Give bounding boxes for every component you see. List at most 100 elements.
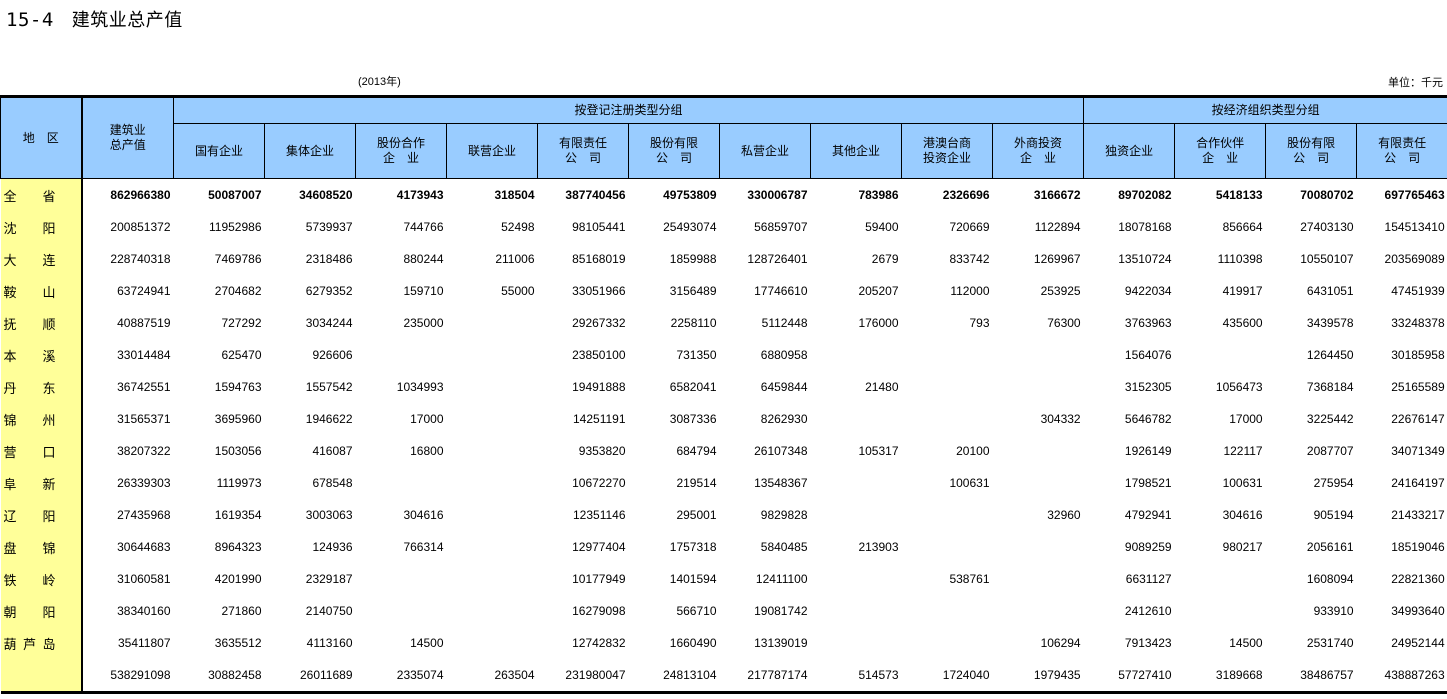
region-cell: 本溪 (0, 339, 83, 371)
region-char: 省 (42, 188, 56, 204)
header-line: 企 业 (1202, 151, 1239, 165)
value-cell (447, 595, 538, 627)
value-cell (447, 467, 538, 499)
region-char: 葫 (3, 636, 17, 652)
value-cell: 10177949 (572, 572, 626, 586)
header-group-organization: 按经济组织类型分组 (1083, 96, 1447, 124)
value-cell: 980217 (1222, 540, 1263, 554)
table-row: 阜新 26339303 1119973 678548 10672270 219514 135… (0, 467, 1447, 499)
value-cell (356, 467, 447, 499)
value-cell (993, 371, 1084, 403)
value-cell: 330006787 (747, 188, 808, 202)
region-char: 阳 (42, 508, 56, 524)
value-cell: 1119973 (216, 476, 262, 490)
value-cell: 5418133 (1215, 188, 1263, 202)
value-cell: 159710 (403, 284, 444, 298)
region-char: 州 (42, 412, 56, 428)
value-cell (356, 563, 447, 595)
region-char: 阳 (42, 220, 56, 236)
value-cell: 1724040 (901, 659, 993, 694)
value-cell: 17000 (410, 412, 444, 426)
region-char: 铁 (3, 572, 17, 588)
value-cell: 7913423 (1124, 636, 1172, 650)
value-cell: 5840485 (760, 540, 808, 554)
value-cell: 40887519 (117, 316, 171, 330)
table-row: 538291098 30882458 26011689 2335074 263504 23… (0, 659, 1447, 694)
value-cell (447, 531, 538, 563)
value-cell: 26107348 (754, 444, 808, 458)
value-cell: 2326696 (942, 188, 990, 202)
value-cell: 20100 (956, 444, 990, 458)
value-cell: 1757318 (669, 540, 717, 554)
region-char: 朝 (3, 604, 17, 620)
table-row: 铁岭 31060581 4201990 2329187 10177949 1401594 1… (0, 563, 1447, 595)
value-cell: 678548 (312, 476, 353, 490)
value-cell: 1401594 (669, 572, 717, 586)
header-line: 股份有限 (649, 136, 698, 150)
value-cell: 304616 (1222, 508, 1263, 522)
region-char: 大 (3, 252, 17, 268)
value-cell: 1979435 (992, 659, 1084, 694)
value-cell: 52498 (501, 220, 535, 234)
header-region: 地 区 (0, 96, 83, 179)
region-char: 顺 (42, 316, 56, 332)
value-cell (902, 627, 993, 659)
value-cell: 9422034 (1124, 284, 1172, 298)
value-cell: 3034244 (305, 316, 353, 330)
value-cell: 17000 (1229, 412, 1263, 426)
value-cell: 727292 (221, 316, 262, 330)
region-cell: 盘锦 (0, 531, 83, 563)
value-cell (447, 627, 538, 659)
table-row: 本溪 33014484 625470 926606 23850100 731350 6880… (0, 339, 1447, 371)
header-line: 外商投资 (1014, 136, 1063, 150)
value-cell: 720669 (949, 220, 990, 234)
region-cell (0, 659, 83, 694)
value-cell: 34608520 (299, 188, 353, 202)
value-cell: 29267332 (572, 316, 626, 330)
value-cell: 1946622 (305, 412, 353, 426)
value-cell: 59400 (865, 220, 899, 234)
region-cell: 朝阳 (0, 595, 83, 627)
value-cell: 33051966 (572, 284, 626, 298)
value-cell: 22821360 (1391, 572, 1445, 586)
region-char: 新 (42, 476, 56, 492)
region-char: 锦 (42, 540, 56, 556)
value-cell: 1110398 (1217, 252, 1263, 266)
region-char: 连 (42, 252, 56, 268)
region-cell: 铁岭 (0, 563, 83, 595)
value-cell (447, 563, 538, 595)
value-cell (902, 339, 993, 371)
value-cell: 32960 (1047, 508, 1081, 522)
value-cell: 2679 (871, 252, 899, 266)
value-cell: 4201990 (214, 572, 262, 586)
region-char: 全 (3, 188, 17, 204)
value-cell: 76300 (1047, 316, 1081, 330)
value-cell: 2704682 (214, 284, 262, 298)
value-cell: 85168019 (572, 252, 626, 266)
value-cell (993, 339, 1084, 371)
column-header: 私营企业 (719, 123, 811, 179)
value-cell (811, 467, 902, 499)
value-cell (1175, 563, 1266, 595)
value-cell (1175, 595, 1266, 627)
header-line: 港澳台商 (922, 136, 971, 150)
value-cell: 106294 (1040, 636, 1081, 650)
value-cell: 27403130 (1300, 220, 1354, 234)
value-cell: 100631 (949, 476, 990, 490)
value-cell: 731350 (676, 348, 717, 362)
value-cell: 13139019 (754, 636, 808, 650)
value-cell: 24813104 (628, 659, 720, 694)
value-cell: 2329187 (305, 572, 353, 586)
column-header: 有限责任公 司 (1356, 123, 1447, 179)
value-cell: 219514 (676, 476, 717, 490)
value-cell: 38340160 (117, 604, 171, 618)
value-cell (447, 371, 538, 403)
column-header: 合作伙伴企 业 (1174, 123, 1267, 179)
column-header: 其他企业 (810, 123, 902, 179)
region-cell: 辽阳 (0, 499, 83, 531)
column-header: 港澳台商 投资企业 (901, 123, 993, 179)
column-header: 独资企业 (1083, 123, 1176, 179)
value-cell: 12742832 (572, 636, 626, 650)
value-cell: 6431051 (1306, 284, 1354, 298)
header-line: 合作伙伴 (1196, 136, 1245, 150)
